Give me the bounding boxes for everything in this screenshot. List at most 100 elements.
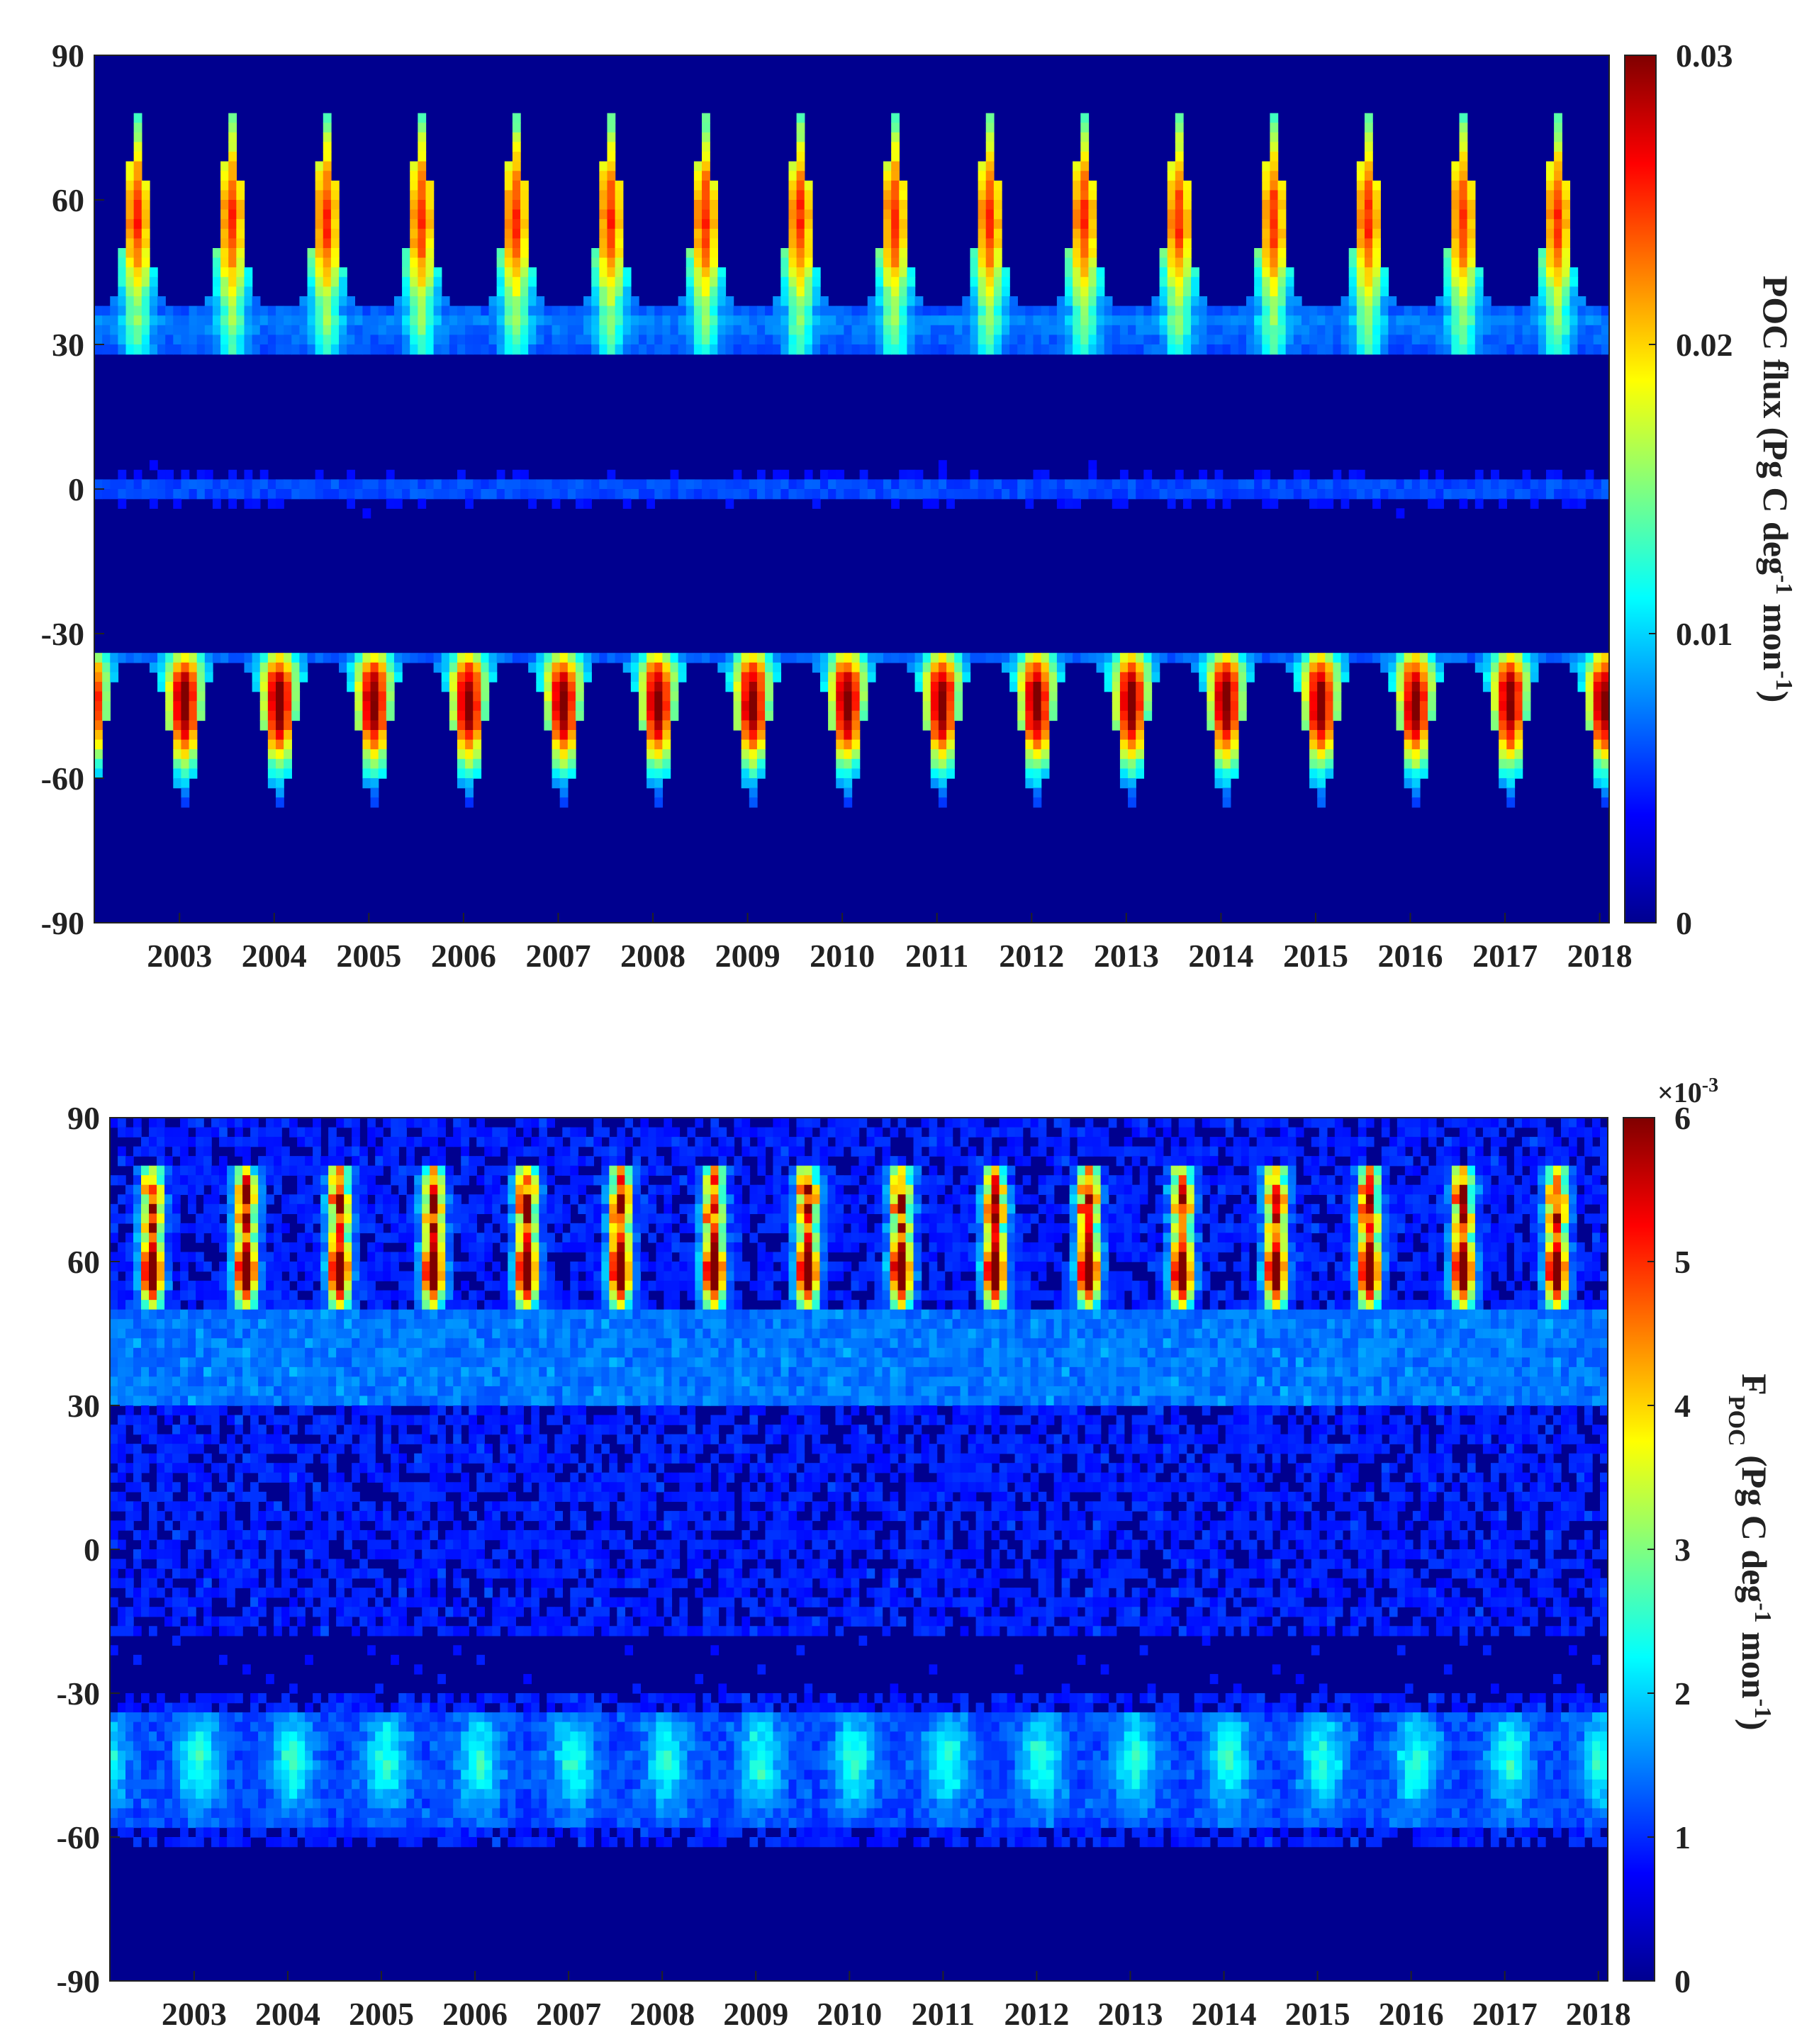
heatmap-cell: [465, 710, 474, 721]
heatmap-cell: [567, 682, 576, 692]
heatmap-cell: [196, 1712, 204, 1723]
heatmap-cell: [1262, 325, 1271, 336]
heatmap-cell: [164, 1779, 173, 1790]
heatmap-cell: [654, 720, 664, 731]
heatmap-cell: [504, 296, 513, 307]
heatmap-cell: [1411, 672, 1421, 683]
heatmap-cell: [157, 1770, 165, 1780]
heatmap-cell: [1041, 739, 1050, 750]
heatmap-cell: [717, 305, 727, 316]
heatmap-cell: [275, 315, 284, 326]
heatmap-cell: [1435, 325, 1444, 336]
heatmap-cell: [250, 1223, 259, 1234]
heatmap-cell: [235, 1386, 243, 1397]
heatmap-cell: [670, 325, 679, 336]
heatmap-cell: [281, 1386, 290, 1397]
heatmap-cell: [1356, 219, 1365, 230]
heatmap-cell: [970, 276, 979, 288]
heatmap-cell: [599, 180, 608, 191]
heatmap-cell: [259, 335, 269, 345]
heatmap-cell: [1182, 209, 1192, 220]
heatmap-cell: [172, 1357, 181, 1368]
heatmap-cell: [266, 1405, 274, 1416]
heatmap-cell: [1577, 498, 1586, 509]
heatmap-cell: [875, 276, 884, 288]
heatmap-cell: [836, 682, 845, 692]
heatmap-cell: [1214, 682, 1224, 692]
heatmap-cell: [978, 257, 987, 268]
heatmap-cell: [1372, 267, 1381, 278]
heatmap-cell: [1499, 305, 1508, 316]
heatmap-cell: [228, 228, 237, 240]
heatmap-cell: [1530, 325, 1539, 336]
heatmap-cell: [227, 1616, 235, 1627]
heatmap-cell: [457, 758, 466, 770]
heatmap-cell: [258, 1425, 267, 1435]
heatmap-cell: [765, 662, 773, 673]
heatmap-cell: [670, 682, 679, 692]
heatmap-cell: [242, 1568, 251, 1579]
heatmap-cell: [323, 123, 332, 133]
heatmap-cell: [1096, 335, 1105, 345]
heatmap-cell: [1530, 489, 1539, 500]
heatmap-cell: [1033, 701, 1042, 712]
heatmap-cell: [133, 1607, 142, 1617]
heatmap-cell: [717, 325, 727, 336]
heatmap-cell: [1601, 720, 1610, 731]
heatmap-cell: [203, 1194, 212, 1205]
heatmap-cell: [978, 335, 987, 345]
heatmap-cell: [418, 267, 427, 278]
heatmap-cell: [702, 190, 710, 201]
heatmap-cell: [188, 1376, 196, 1387]
heatmap-cell: [1499, 701, 1508, 712]
heatmap-cell: [1545, 180, 1555, 191]
heatmap-cell: [457, 739, 466, 750]
heatmap-cell: [1159, 276, 1168, 288]
heatmap-cell: [1073, 161, 1081, 172]
heatmap-cell: [172, 1779, 181, 1790]
heatmap-cell: [267, 315, 276, 326]
heatmap-cell: [267, 653, 276, 663]
heatmap-cell: [196, 344, 206, 355]
heatmap-cell: [788, 238, 797, 249]
heatmap-cell: [946, 325, 955, 336]
heatmap-cell: [1065, 498, 1073, 509]
heatmap-cell: [219, 1309, 228, 1320]
heatmap-cell: [780, 469, 790, 481]
heatmap-cell: [211, 1434, 220, 1444]
heatmap-cell: [219, 1300, 228, 1310]
heatmap-cell: [1238, 682, 1247, 692]
heatmap-cell: [1033, 768, 1042, 779]
heatmap-cell: [615, 296, 624, 307]
heatmap-cell: [165, 653, 174, 663]
heatmap-cell: [1467, 209, 1476, 220]
heatmap-cell: [94, 335, 103, 345]
heatmap-cell: [1112, 720, 1121, 731]
heatmap-cell: [899, 479, 908, 490]
heatmap-cell: [275, 749, 284, 760]
heatmap-cell: [1065, 344, 1073, 355]
heatmap-cell: [133, 469, 142, 481]
heatmap-cell: [1428, 653, 1436, 663]
heatmap-cell: [1119, 710, 1129, 721]
heatmap-cell: [1073, 238, 1081, 249]
heatmap-cell: [1514, 739, 1523, 750]
heatmap-cell: [567, 768, 576, 779]
heatmap-cell: [1309, 325, 1318, 336]
heatmap-cell: [1112, 672, 1121, 683]
heatmap-cell: [654, 672, 664, 683]
heatmap-cell: [211, 1165, 220, 1176]
heatmap-cell: [393, 305, 403, 316]
heatmap-cell: [266, 1252, 274, 1262]
heatmap-cell: [203, 1347, 212, 1359]
heatmap-cell: [258, 1434, 267, 1444]
heatmap-cell: [765, 701, 773, 712]
heatmap-cell: [756, 701, 766, 712]
heatmap-cell: [985, 344, 995, 355]
heatmap-cell: [141, 1779, 150, 1790]
heatmap-cell: [181, 720, 190, 731]
heatmap-cell: [1459, 276, 1468, 288]
heatmap-cell: [339, 267, 347, 278]
heatmap-cell: [796, 248, 805, 259]
heatmap-cell: [102, 335, 111, 345]
